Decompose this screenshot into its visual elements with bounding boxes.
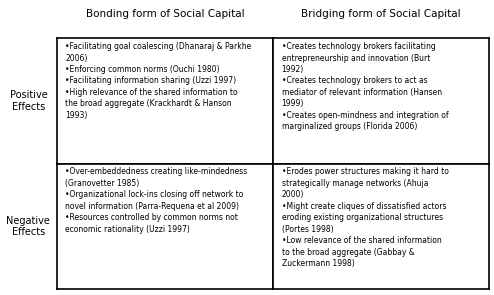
Text: Positive
Effects: Positive Effects (9, 90, 47, 112)
Text: Bonding form of Social Capital: Bonding form of Social Capital (85, 9, 244, 19)
Text: •Facilitating goal coalescing (Dhanaraj & Parkhe
2006)
•Enforcing common norms (: •Facilitating goal coalescing (Dhanaraj … (65, 42, 252, 120)
Text: •Over-embeddedness creating like-mindedness
(Granovetter 1985)
•Organizational l: •Over-embeddedness creating like-mindedn… (65, 168, 247, 234)
Text: Negative
Effects: Negative Effects (6, 216, 50, 237)
Text: •Creates technology brokers facilitating
entrepreneurship and innovation (Burt
1: •Creates technology brokers facilitating… (282, 42, 448, 131)
Text: •Erodes power structures making it hard to
strategically manage networks (Ahuja
: •Erodes power structures making it hard … (282, 168, 449, 268)
Text: Bridging form of Social Capital: Bridging form of Social Capital (301, 9, 461, 19)
